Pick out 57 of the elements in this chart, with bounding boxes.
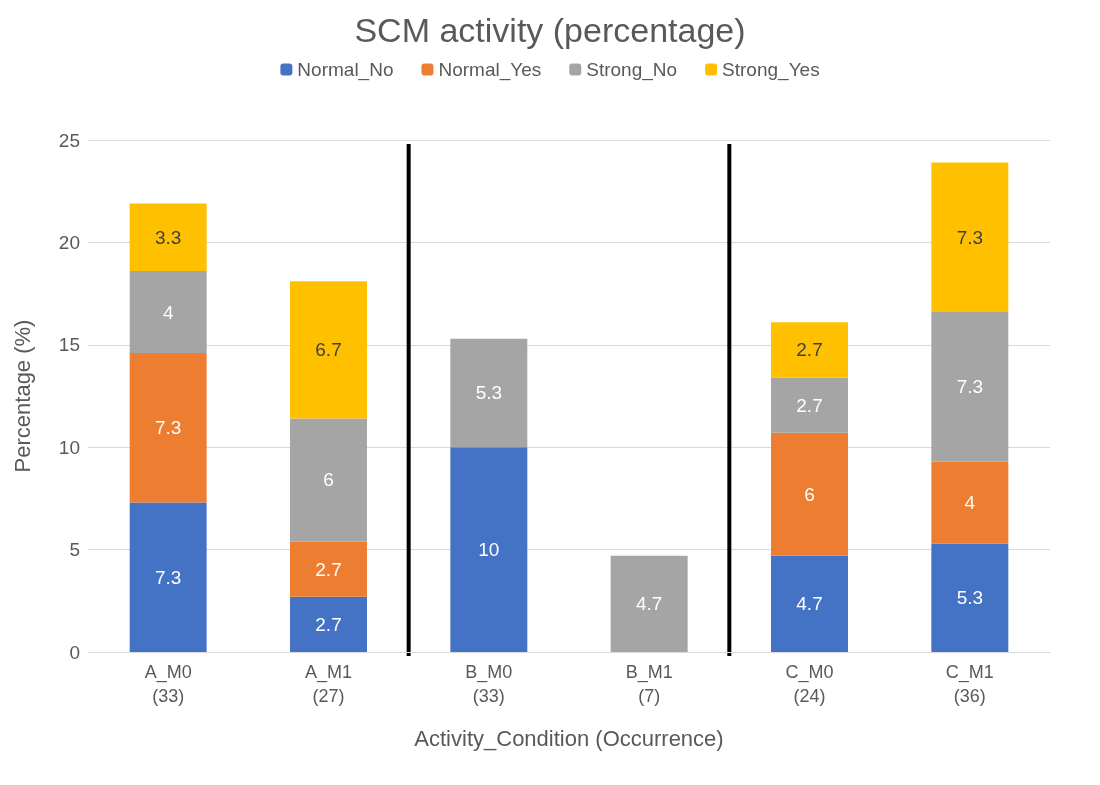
bar [290,541,367,597]
bar [931,312,1009,462]
x-tick-label: C_M0 (24) [785,662,834,706]
legend-label: Normal_Yes [438,59,542,81]
y-tick-label: 25 [58,129,80,151]
bar [290,596,367,652]
x-tick-label: B_M1 (7) [625,662,673,706]
data-label: 7.3 [154,566,182,588]
data-label: 2.7 [315,613,342,635]
bar [129,502,207,652]
y-tick-label: 20 [58,231,80,253]
data-label: 7.3 [154,417,182,439]
y-axis-title: Percentage (%) [9,319,35,473]
legend-label: Strong_No [586,59,678,81]
data-label: 6 [804,483,815,505]
data-label: 4 [964,492,976,513]
data-label: 7.3 [956,376,984,398]
x-tick-label: B_M0 (33) [465,662,513,706]
bar [610,555,688,652]
bar [129,352,207,503]
legend-label: Normal_No [297,59,394,81]
y-tick-label: 15 [58,334,80,356]
bar [771,432,848,556]
y-tick-label: 0 [69,641,80,663]
x-tick-label: A_M0 (33) [144,662,192,706]
y-tick-label: 5 [69,539,80,561]
data-label: 5.3 [956,587,984,609]
y-tick-label: 10 [58,436,80,458]
bar [129,203,207,272]
bar [931,543,1009,652]
data-label: 2.7 [315,558,342,580]
data-label: 5.3 [475,382,503,404]
data-label: 6 [323,469,334,491]
data-label: 3.3 [154,226,182,248]
bar [129,271,207,353]
data-label: 4 [162,301,174,323]
data-label: 4.7 [635,593,663,615]
data-label: 10 [478,539,500,561]
bar [771,555,848,652]
data-label: 6.7 [315,339,342,361]
chart-title: SCM activity (percentage) [354,11,746,49]
x-tick-label: A_M1 (27) [304,662,353,706]
data-label: 2.7 [796,339,823,361]
bar [450,338,528,448]
bar [931,162,1009,313]
bar [450,447,528,652]
data-label: 4.7 [796,593,823,615]
data-label: 2.7 [796,394,823,416]
x-tick-label: C_M1 (36) [945,662,994,706]
bar [931,461,1009,544]
bar [290,281,367,419]
bar [771,377,848,433]
bar [771,322,848,378]
x-axis-title: Activity_Condition (Occurrence) [414,725,724,751]
data-label: 7.3 [956,226,984,248]
legend-label: Strong_Yes [722,59,820,81]
bar [290,418,367,542]
